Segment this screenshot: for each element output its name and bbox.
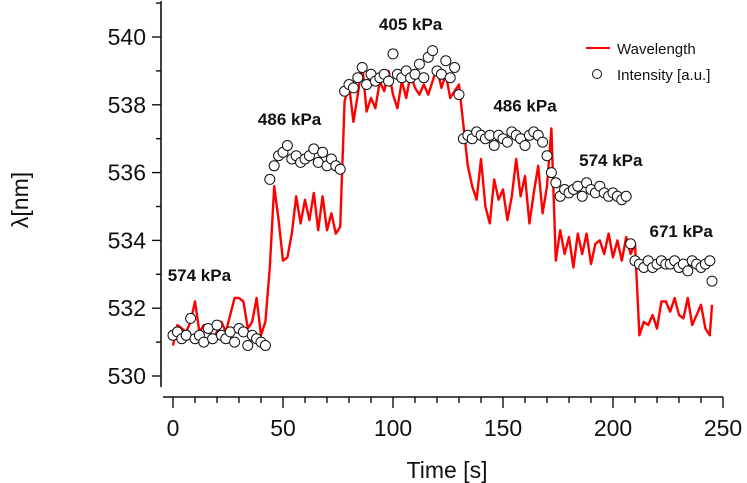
intensity-point (242, 340, 254, 351)
x-tick-label: 100 (374, 415, 412, 441)
pressure-annotation: 486 kPa (493, 97, 557, 116)
intensity-point (501, 136, 513, 148)
intensity-point (347, 82, 359, 94)
intensity-point (427, 45, 439, 57)
series-intensity (167, 45, 718, 351)
x-tick-label: 150 (484, 415, 522, 441)
intensity-point (537, 136, 549, 148)
legend-wavelength-label: Wavelength (617, 41, 696, 58)
annotations: 574 kPa 486 kPa 405 kPa 486 kPa 574 kPa 671 k… (168, 15, 714, 285)
x-tick-label: 50 (270, 415, 296, 441)
intensity-point (268, 160, 280, 172)
intensity-point (453, 89, 465, 101)
intensity-point (185, 312, 197, 324)
intensity-point (334, 163, 346, 175)
intensity-point (281, 140, 293, 151)
pressure-annotation: 671 kPa (650, 222, 714, 241)
intensity-point (449, 62, 461, 73)
intensity-point (444, 72, 456, 84)
intensity-point (576, 190, 588, 202)
intensity-point (541, 150, 553, 162)
pressure-annotation: 405 kPa (379, 15, 443, 34)
intensity-point (352, 72, 364, 84)
legend-intensity-marker (592, 69, 602, 79)
intensity-point (383, 75, 395, 87)
x-axis-title: Time [s] (407, 457, 488, 483)
intensity-point (317, 146, 329, 158)
intensity-point (519, 140, 531, 151)
legend: Wavelength Intensity [a.u.] (586, 41, 710, 84)
intensity-point (387, 48, 399, 60)
x-tick-label: 250 (704, 415, 742, 441)
axes: 530 532 534 536 538 540 0 50 100 150 200 250 (108, 1, 742, 441)
pressure-annotation: 574 kPa (579, 151, 643, 170)
x-tick-label: 0 (167, 415, 180, 441)
intensity-point (413, 58, 425, 70)
y-tick-label: 534 (108, 227, 147, 253)
intensity-point (211, 319, 223, 331)
intensity-point (625, 238, 637, 250)
intensity-point (706, 275, 718, 287)
pressure-annotation: 574 kPa (168, 266, 232, 285)
intensity-point (418, 72, 430, 84)
intensity-point (440, 55, 452, 67)
y-tick-label: 530 (108, 363, 146, 389)
intensity-point (356, 62, 368, 73)
intensity-point (545, 167, 557, 179)
y-tick-label: 540 (108, 24, 146, 50)
series-wavelength (171, 62, 714, 346)
intensity-point (550, 177, 562, 189)
y-tick-label: 538 (108, 92, 146, 118)
intensity-point (488, 140, 500, 151)
intensity-point (682, 265, 694, 277)
legend-intensity-label: Intensity [a.u.] (617, 67, 710, 84)
x-tick-label: 200 (594, 415, 632, 441)
intensity-point (264, 173, 276, 185)
y-tick-label: 532 (108, 295, 146, 321)
intensity-point (704, 255, 716, 267)
intensity-point (620, 190, 632, 202)
wavelength-line (171, 62, 714, 346)
y-tick-label: 536 (108, 160, 146, 186)
y-axis-title: λ[nm] (7, 172, 33, 228)
intensity-point (259, 340, 271, 351)
pressure-annotation: 486 kPa (258, 110, 322, 129)
intensity-point (229, 336, 241, 348)
